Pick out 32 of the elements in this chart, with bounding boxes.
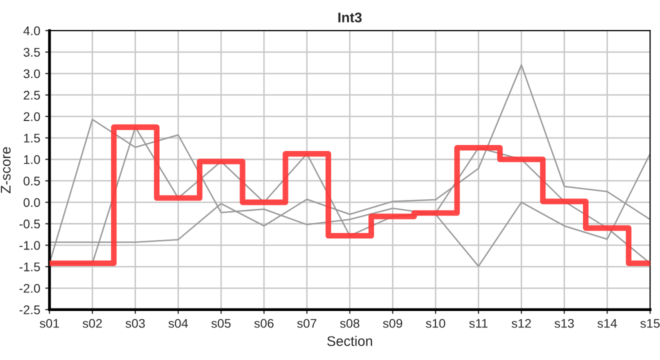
x-tick-label: s14 <box>597 319 617 328</box>
y-tick-label: 0.0 <box>24 198 40 207</box>
x-tick-label: s04 <box>168 318 188 328</box>
y-tick-label: 1.5 <box>24 134 40 143</box>
y-tick-label: -2.0 <box>19 284 40 293</box>
y-tick-label: -2.5 <box>19 305 40 314</box>
x-tick-label: s01 <box>40 318 59 328</box>
x-tick-label: s15 <box>640 319 660 328</box>
y-tick-label: 2.5 <box>24 90 40 100</box>
x-tick-label: s12 <box>512 318 531 328</box>
y-tick-label: 4.0 <box>23 26 40 36</box>
y-tick-label: -1.5 <box>19 262 40 272</box>
y-axis-title: Z-score <box>0 147 11 194</box>
y-tick-label: -0.5 <box>19 220 40 228</box>
x-tick-label: s07 <box>297 318 316 328</box>
x-tick-label: s05 <box>211 318 231 328</box>
chart-title: Int3 <box>338 12 362 22</box>
y-tick-label: -1.0 <box>19 241 40 250</box>
x-tick-label: s02 <box>82 318 102 328</box>
x-tick-label: s13 <box>554 318 574 328</box>
y-tick-label: 1.0 <box>24 155 40 164</box>
y-tick-label: 3.5 <box>24 48 40 57</box>
x-tick-label: s10 <box>426 318 446 328</box>
y-tick-label: 0.5 <box>24 176 40 186</box>
x-tick-label: s11 <box>469 319 488 328</box>
x-tick-label: s06 <box>254 318 274 328</box>
x-tick-label: s08 <box>340 318 360 328</box>
x-axis-title: Section <box>327 336 372 346</box>
x-tick-label: s09 <box>382 318 402 328</box>
y-tick-label: 2.0 <box>24 112 40 122</box>
x-tick-label: s03 <box>126 318 145 328</box>
y-tick-label: 3.0 <box>24 69 40 78</box>
